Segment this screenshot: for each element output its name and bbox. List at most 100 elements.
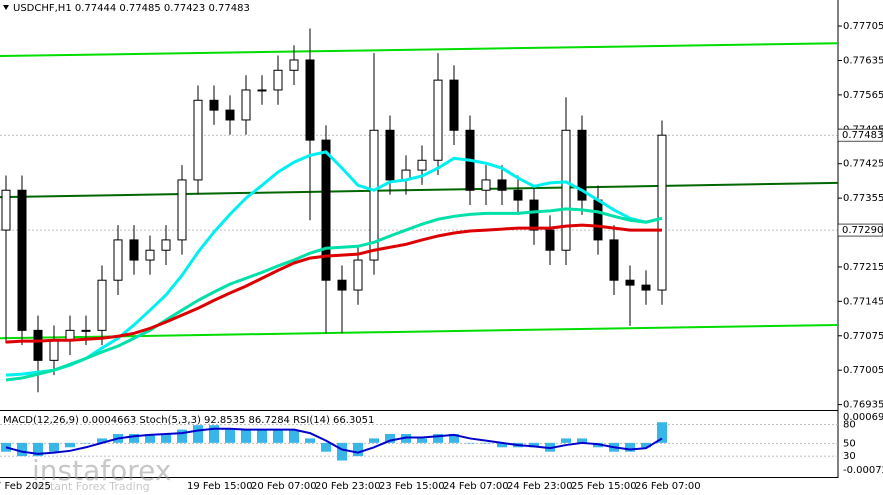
macd-bar [65,442,75,448]
macd-bar [369,438,379,443]
x-tick-label: 25 Feb 15:00 [571,481,637,492]
candle-body [433,79,443,161]
price-tag: 0.77483 [842,130,883,141]
macd-bar [257,429,267,443]
menu-icon [3,5,9,10]
y-tick-label: 0.77005 [843,365,883,376]
candle-body [417,159,427,171]
y-tick-label: 0.77705 [843,21,883,32]
macd-bar [497,442,507,448]
trendline [0,181,839,199]
candle-body [609,239,619,281]
x-tick-label: 24 Feb 23:00 [507,481,573,492]
macd-bar [209,425,219,443]
price-tag-box [837,128,883,142]
candle-body [561,129,571,251]
candle-body [657,134,667,291]
plot [0,28,839,461]
indicator-title: MACD(12,26,9) 0.0004663 Stoch(5,3,3) 92.… [3,415,374,426]
macd-bar [625,442,635,452]
candle-body [193,99,203,181]
macd-bar [273,429,283,443]
macd-bar [97,438,107,443]
y-tick-label: 0.77425 [843,159,883,170]
moving-average [5,207,663,382]
candle-body [257,89,267,92]
candle-body [177,179,187,241]
macd-bar [129,434,139,443]
trendline [0,42,839,58]
candle-body [449,79,459,131]
candle-body [49,339,59,361]
y-tick-label: 0.77565 [843,90,883,101]
moving-average [5,223,662,344]
candle-body [577,129,587,201]
y-tick-label: 0.76935 [843,400,883,411]
x-tick-label: 19 Feb 15:00 [187,481,253,492]
macd-bar [417,438,427,443]
macd-bar [289,429,299,443]
macd-bar [337,442,347,461]
candle-body [225,109,235,121]
macd-bar [353,442,363,457]
candle-body [481,179,491,191]
candle-body [513,189,523,201]
macd-bar [577,438,587,443]
x-tick-label: 23 Feb 15:00 [379,481,445,492]
macd-bar [641,442,651,448]
header: USDCHF,H1 0.77444 0.77485 0.77423 0.7748… [13,3,250,14]
macd-bar [529,442,539,448]
macd-bar [481,442,491,444]
y-tick-label: 0.77145 [843,296,883,307]
candle-body [113,239,123,281]
macd-bar [81,442,91,444]
macd-bar [241,429,251,443]
x-tick-label: 24 Feb 07:00 [443,481,509,492]
candle-body [17,189,27,331]
candle-body [305,59,315,141]
candle-body [145,249,155,261]
macd-bar [305,438,315,443]
candle-body [81,329,91,332]
macd-bar [225,429,235,443]
price-tag: 0.77290 [842,225,883,236]
candle-body [641,284,651,291]
y-tick-label: 0.77355 [843,193,883,204]
indicator-tick-label: -0.000727 [843,465,883,476]
macd-bar [17,442,27,457]
macd-bar [161,434,171,443]
y-tick-label: 0.77215 [843,262,883,273]
macd-bar [33,442,43,457]
macd-bar [193,425,203,443]
price-tag-box [837,223,883,237]
x-tick-label: 26 Feb 07:00 [635,481,701,492]
macd-bar [433,434,443,443]
candle-body [1,189,11,231]
candle-body [289,59,299,71]
macd-bar [561,438,571,443]
macd-bar [145,434,155,443]
y-tick-label: 0.77635 [843,55,883,66]
macd-bar [385,434,395,443]
moving-average [5,150,663,377]
level-label: 30 [843,451,856,462]
candle-body [321,139,331,281]
y-tick-label: 0.77075 [843,331,883,342]
candle-body [369,129,379,261]
x-tick-label: 20 Feb 23:00 [315,481,381,492]
candle-body [545,229,555,251]
candle-body [33,329,43,361]
level-label: 80 [843,420,856,431]
macd-bar [321,442,331,452]
candle-body [161,239,171,251]
macd-bar [465,442,475,444]
candle-body [337,279,347,291]
candle-body [241,89,251,121]
watermark-slogan: Instant Forex Trading [34,480,150,493]
candle-body [97,279,107,331]
candle-body [529,199,539,231]
candle-body [209,99,219,111]
macd-signal [5,427,663,455]
watermark-brand: instaforex [32,454,171,487]
